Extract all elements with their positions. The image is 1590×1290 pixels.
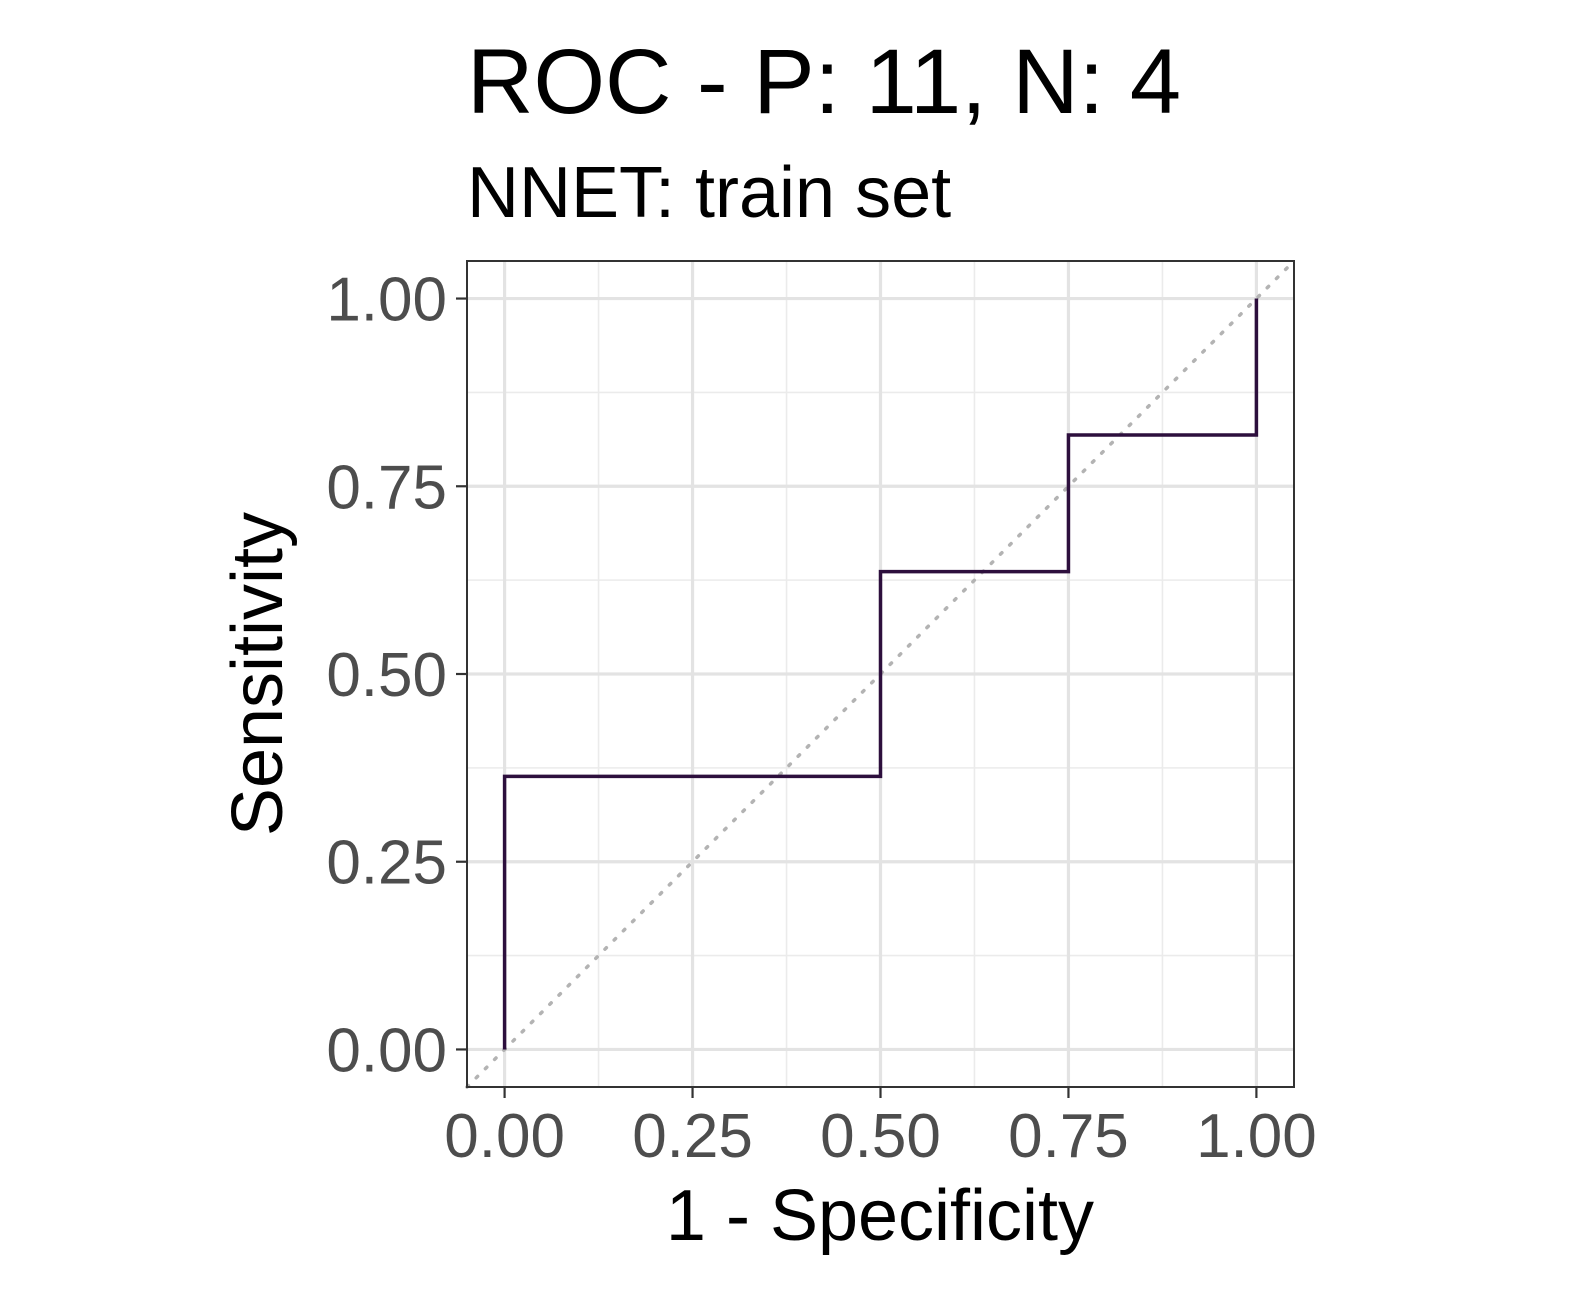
x-tick-label: 0.25 [632,1102,753,1171]
roc-curve-line [502,298,1259,1050]
chart-title: ROC - P: 11, N: 4 [467,31,1181,133]
y-tick-label: 0.50 [326,641,447,710]
y-tick-label: 0.75 [326,453,447,522]
x-tick-label: 0.50 [820,1102,941,1171]
y-axis: 0.00 0.25 0.50 0.75 1.00 [326,266,467,1085]
x-tick-label: 0.00 [444,1102,565,1171]
plot-area [465,259,1296,1089]
x-axis-title: 1 - Specificity [666,1176,1094,1256]
chart-subtitle: NNET: train set [467,153,951,233]
y-tick-label: 0.00 [326,1016,447,1085]
x-axis: 0.00 0.25 0.50 0.75 1.00 [444,1087,1317,1171]
x-tick-label: 1.00 [1196,1102,1317,1171]
series-layer [502,298,1259,1050]
y-tick-label: 1.00 [326,266,447,335]
y-tick-label: 0.25 [326,829,447,898]
x-tick-label: 0.75 [1008,1102,1129,1171]
y-axis-title: Sensitivity [218,512,298,836]
